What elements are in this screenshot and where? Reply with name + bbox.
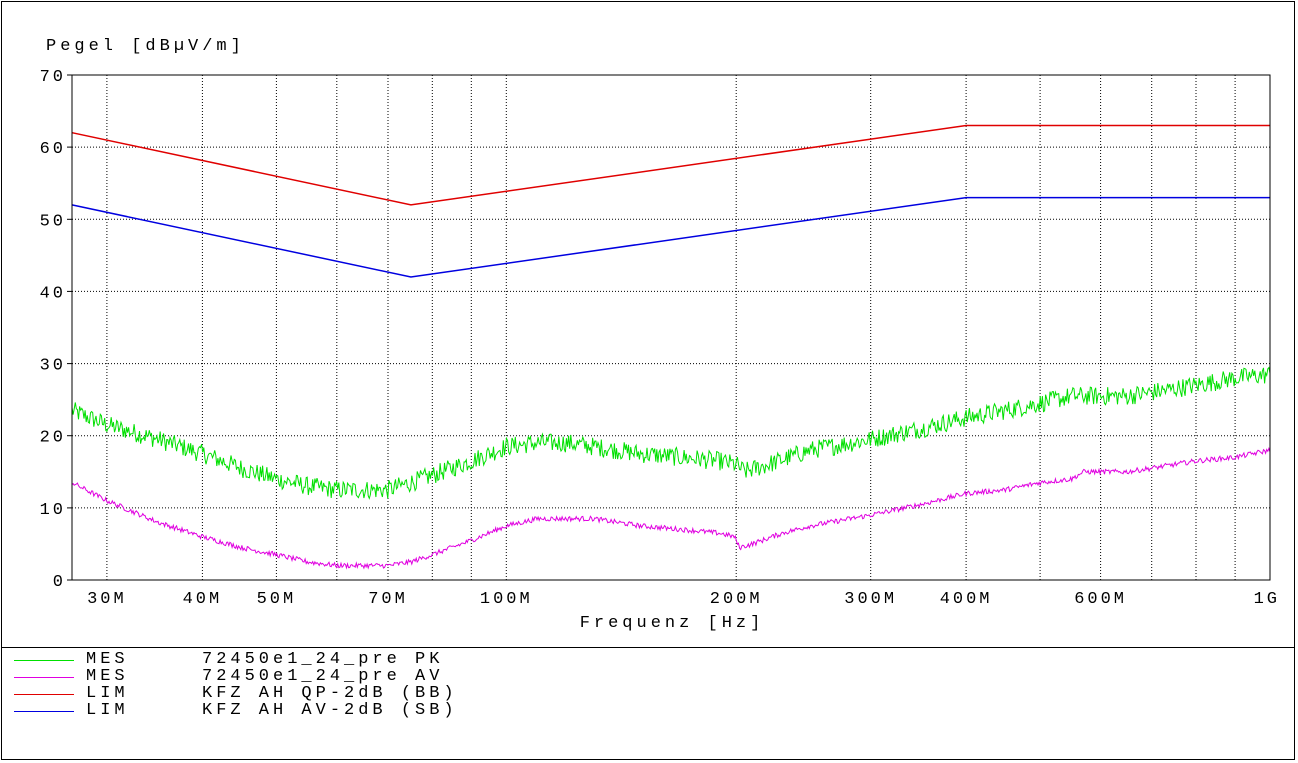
x-tick-label: 300M	[844, 590, 897, 609]
series-layer	[71, 124, 1271, 570]
x-tick-label: 100M	[480, 590, 533, 609]
x-tick-label: 200M	[710, 590, 763, 609]
legend-series-name: 72450e1_24_pre AV	[202, 667, 444, 686]
legend-kind: LIM	[86, 701, 129, 720]
y-tick-label: 70	[40, 68, 66, 87]
legend-divider	[1, 647, 1295, 648]
x-axis-label: Frequenz [Hz]	[580, 614, 765, 633]
legend-swatch	[14, 677, 74, 678]
y-tick-label: 40	[40, 284, 66, 303]
legend-series-name: KFZ AH QP-2dB (BB)	[202, 684, 458, 703]
chart-svg: Pegel [dBµV/m] Frequenz [Hz] 0 10 20 30 40 50…	[40, 37, 1280, 633]
plot-area	[71, 74, 1271, 581]
y-tick-label: 30	[40, 357, 66, 376]
series-line-3	[71, 196, 1270, 278]
series-line-2	[71, 124, 1270, 206]
x-tick-label: 600M	[1074, 590, 1127, 609]
x-tick-label: 70M	[368, 590, 408, 609]
x-tick-label: 50M	[257, 590, 297, 609]
legend-swatch	[14, 694, 74, 695]
x-ticks: 30M 40M 50M 70M 100M 200M 300M 400M 600M 1G	[87, 590, 1280, 609]
x-tick-label: 400M	[940, 590, 993, 609]
x-tick-label: 40M	[183, 590, 223, 609]
x-tick-label: 1G	[1254, 590, 1280, 609]
y-axis-label: Pegel [dBµV/m]	[46, 37, 245, 56]
legend-kind: LIM	[86, 684, 129, 703]
grid	[72, 74, 1270, 580]
legend-kind: MES	[86, 650, 129, 669]
legend-swatch	[14, 660, 74, 661]
y-ticks: 0 10 20 30 40 50 60 70	[40, 68, 72, 592]
legend-series-name: 72450e1_24_pre PK	[202, 650, 444, 669]
legend-kind: MES	[86, 667, 129, 686]
series-line-1	[71, 446, 1271, 570]
y-tick-label: 50	[40, 212, 66, 231]
legend-series-name: KFZ AH AV-2dB (SB)	[202, 701, 458, 720]
x-tick-label: 30M	[87, 590, 127, 609]
y-tick-label: 60	[40, 140, 66, 159]
y-tick-label: 20	[40, 429, 66, 448]
series-line-0	[71, 366, 1271, 500]
legend-swatch	[14, 711, 74, 712]
y-tick-label: 0	[53, 573, 66, 592]
y-tick-label: 10	[40, 501, 66, 520]
